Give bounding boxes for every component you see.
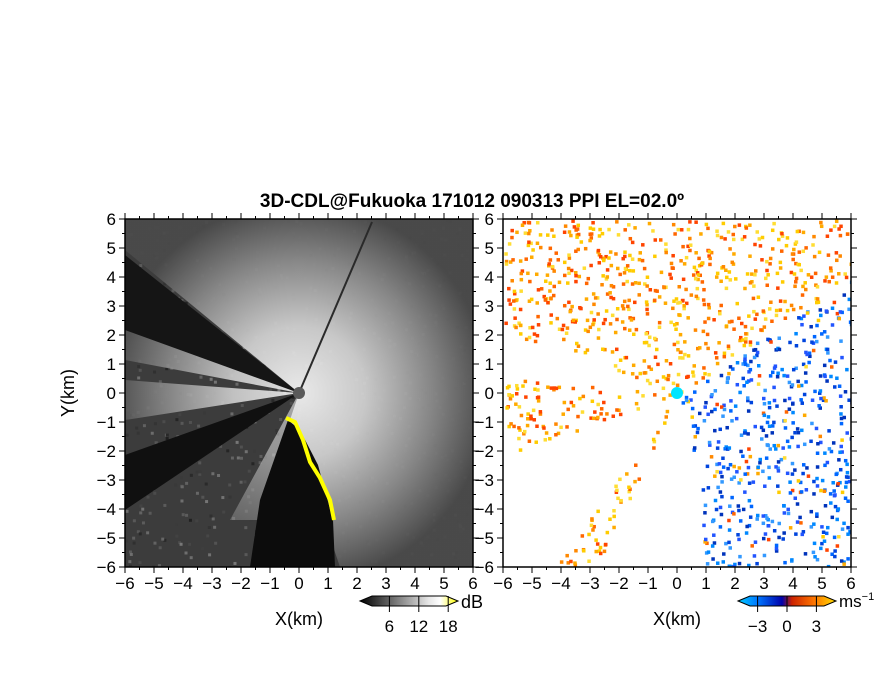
x-tick-label: 2 xyxy=(352,574,361,593)
left-colorbar-unit: dB xyxy=(461,592,483,612)
x-tick-label: 6 xyxy=(468,574,477,593)
y-tick-label: 6 xyxy=(485,210,494,229)
x-tick-label: 0 xyxy=(294,574,303,593)
right-heatmap xyxy=(503,219,851,567)
y-tick-label: 2 xyxy=(485,326,494,345)
x-tick-label: 1 xyxy=(323,574,332,593)
y-tick-label: 5 xyxy=(107,239,116,258)
left-axis-ticks: −6 −5 −4 −3 −2 −1 0 1 2 3 4 5 6 −6 −5 −4 −3 −2 −1 0 1 2 3 4 5 6 xyxy=(97,210,479,593)
colorbar-tick-label: 6 xyxy=(385,617,394,636)
y-tick-label: 3 xyxy=(485,297,494,316)
x-tick-label: −2 xyxy=(231,574,250,593)
y-tick-label: 3 xyxy=(107,297,116,316)
left-ylabel: Y(km) xyxy=(58,369,78,417)
y-tick-label: −4 xyxy=(97,500,116,519)
y-tick-label: 0 xyxy=(485,384,494,403)
x-tick-label: −3 xyxy=(202,574,221,593)
x-tick-label: −5 xyxy=(144,574,163,593)
y-tick-label: 6 xyxy=(107,210,116,229)
right-colorbar: −3 0 3 ms−1 xyxy=(736,591,874,636)
x-tick-label: 5 xyxy=(439,574,448,593)
yellow-edge xyxy=(285,416,336,521)
y-tick-label: −4 xyxy=(475,500,494,519)
x-tick-label: −1 xyxy=(260,574,279,593)
left-xlabel: X(km) xyxy=(275,609,323,629)
y-tick-label: −1 xyxy=(475,413,494,432)
y-tick-label: 0 xyxy=(107,384,116,403)
colorbar-tick-label: 12 xyxy=(409,617,428,636)
x-tick-label: 4 xyxy=(788,574,797,593)
x-tick-label: −1 xyxy=(638,574,657,593)
right-xlabel: X(km) xyxy=(653,609,701,629)
x-tick-label: 6 xyxy=(846,574,855,593)
colorbar-tick-label: 3 xyxy=(812,617,821,636)
y-tick-label: 4 xyxy=(485,268,494,287)
colorbar-tick-label: 0 xyxy=(782,617,791,636)
left-heatmap xyxy=(125,219,473,567)
y-tick-label: −3 xyxy=(475,471,494,490)
y-tick-label: −6 xyxy=(97,558,116,577)
y-tick-label: 2 xyxy=(107,326,116,345)
x-tick-label: −6 xyxy=(493,574,512,593)
x-tick-label: −4 xyxy=(173,574,192,593)
x-tick-label: 3 xyxy=(381,574,390,593)
y-tick-label: 1 xyxy=(107,355,116,374)
x-tick-label: −3 xyxy=(580,574,599,593)
x-tick-label: 5 xyxy=(817,574,826,593)
right-panel: −6 −5 −4 −3 −2 −1 0 1 2 3 4 5 6 −6 −5 −4 −3 −2 −1 0 1 2 3 4 5 6 X… xyxy=(475,210,875,636)
left-colorbar: 6 12 18 dB xyxy=(358,592,483,636)
x-tick-label: 0 xyxy=(672,574,681,593)
left-radar-site xyxy=(293,387,305,399)
right-colorbar-unit: ms−1 xyxy=(839,591,874,611)
y-tick-label: −2 xyxy=(475,442,494,461)
x-tick-label: −5 xyxy=(522,574,541,593)
y-tick-label: −6 xyxy=(475,558,494,577)
y-tick-label: 4 xyxy=(107,268,116,287)
x-tick-label: 3 xyxy=(759,574,768,593)
x-tick-label: −4 xyxy=(551,574,570,593)
figure-title: 3D-CDL@Fukuoka 171012 090313 PPI EL=02.0… xyxy=(260,191,684,212)
colorbar-tick-label: 18 xyxy=(439,617,458,636)
right-axis-ticks: −6 −5 −4 −3 −2 −1 0 1 2 3 4 5 6 −6 −5 −4 −3 −2 −1 0 1 2 3 4 5 6 xyxy=(475,210,857,593)
x-tick-label: −6 xyxy=(115,574,134,593)
right-radar-site xyxy=(671,387,683,399)
x-tick-label: 2 xyxy=(730,574,739,593)
y-tick-label: −5 xyxy=(97,529,116,548)
colorbar-tick-label: −3 xyxy=(748,617,767,636)
x-tick-label: 4 xyxy=(410,574,419,593)
y-tick-label: −3 xyxy=(97,471,116,490)
x-tick-label: −2 xyxy=(609,574,628,593)
y-tick-label: −5 xyxy=(475,529,494,548)
x-tick-label: 1 xyxy=(701,574,710,593)
y-tick-label: 1 xyxy=(485,355,494,374)
y-tick-label: −1 xyxy=(97,413,116,432)
y-tick-label: 5 xyxy=(485,239,494,258)
y-tick-label: −2 xyxy=(97,442,116,461)
